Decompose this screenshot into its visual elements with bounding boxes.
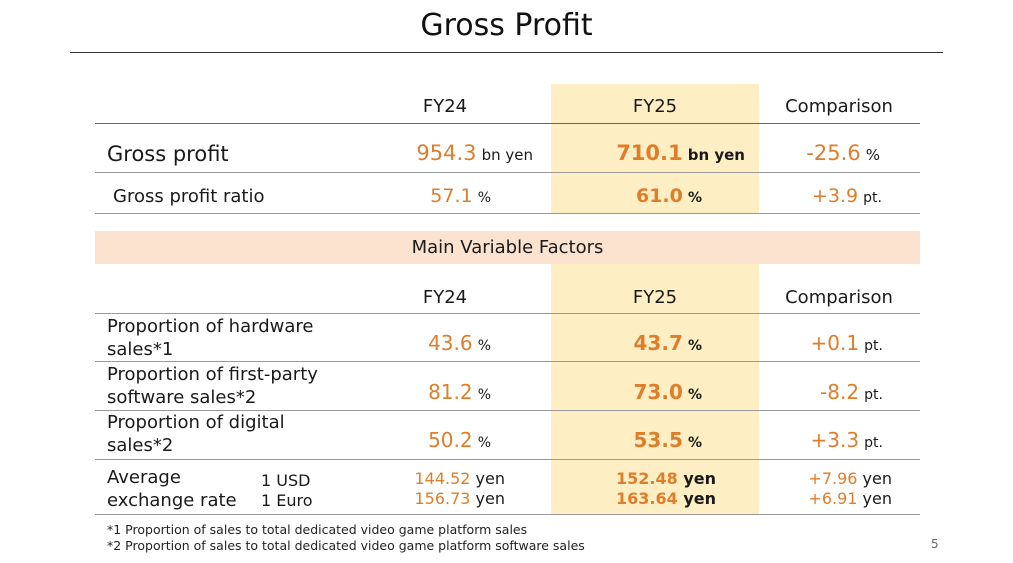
header-fy24: FY24 [422, 287, 468, 308]
row-divider [95, 361, 920, 362]
page-number: 5 [931, 537, 939, 551]
row-divider [95, 313, 920, 314]
exchange-rate-label: Average exchange rate [107, 467, 237, 511]
header-comparison: Comparison [785, 96, 893, 117]
header-fy25: FY25 [632, 96, 678, 117]
row-divider [95, 514, 920, 515]
header-comparison: Comparison [785, 287, 893, 308]
first-party-label: Proportion of first-party software sales… [107, 364, 318, 408]
first-party-cmp: -8.2 pt. [820, 380, 883, 404]
hardware-fy25: 43.7 % [633, 331, 702, 355]
row-divider [95, 172, 920, 173]
gross-profit-ratio-fy25: 61.0 % [635, 185, 702, 207]
gross-profit-ratio-fy24: 57.1 % [430, 185, 491, 207]
gross-profit-fy25: 710.1 bn yen [616, 141, 745, 165]
footnote: *1 Proportion of sales to total dedicate… [107, 522, 528, 537]
row-divider [95, 123, 920, 124]
exchange-fy24: 144.52 yen 156.73 yen [414, 469, 505, 508]
row-divider [95, 459, 920, 460]
page-title: Gross Profit [420, 8, 593, 43]
header-fy24: FY24 [422, 96, 468, 117]
factors-band [95, 231, 920, 264]
digital-fy24: 50.2 % [428, 428, 491, 452]
digital-label: Proportion of digital sales*2 [107, 412, 285, 456]
digital-cmp: +3.3 pt. [810, 428, 884, 452]
header-fy25: FY25 [632, 287, 678, 308]
factors-title: Main Variable Factors [411, 237, 604, 258]
gross-profit-label: Gross profit [107, 142, 229, 166]
fy25-highlight-top [551, 84, 759, 214]
hardware-label: Proportion of hardware sales*1 [107, 316, 314, 360]
gross-profit-ratio-label: Gross profit ratio [113, 186, 265, 207]
exchange-fy25: 152.48 yen 163.64 yen [616, 469, 716, 508]
first-party-fy24: 81.2 % [428, 380, 491, 404]
fy25-highlight-bottom [551, 264, 759, 514]
gross-profit-cmp: -25.6 % [806, 141, 880, 165]
footnote: *2 Proportion of sales to total dedicate… [107, 538, 585, 553]
gross-profit-fy24: 954.3 bn yen [416, 141, 533, 165]
first-party-fy25: 73.0 % [633, 380, 702, 404]
title-divider [70, 52, 943, 53]
exchange-cmp: +7.96 yen +6.91 yen [808, 469, 892, 508]
hardware-fy24: 43.6 % [428, 331, 491, 355]
row-divider [95, 213, 920, 214]
gross-profit-ratio-cmp: +3.9 pt. [811, 185, 882, 207]
exchange-currency-labels: 1 USD 1 Euro [261, 471, 313, 510]
hardware-cmp: +0.1 pt. [810, 331, 884, 355]
digital-fy25: 53.5 % [633, 428, 702, 452]
row-divider [95, 410, 920, 411]
